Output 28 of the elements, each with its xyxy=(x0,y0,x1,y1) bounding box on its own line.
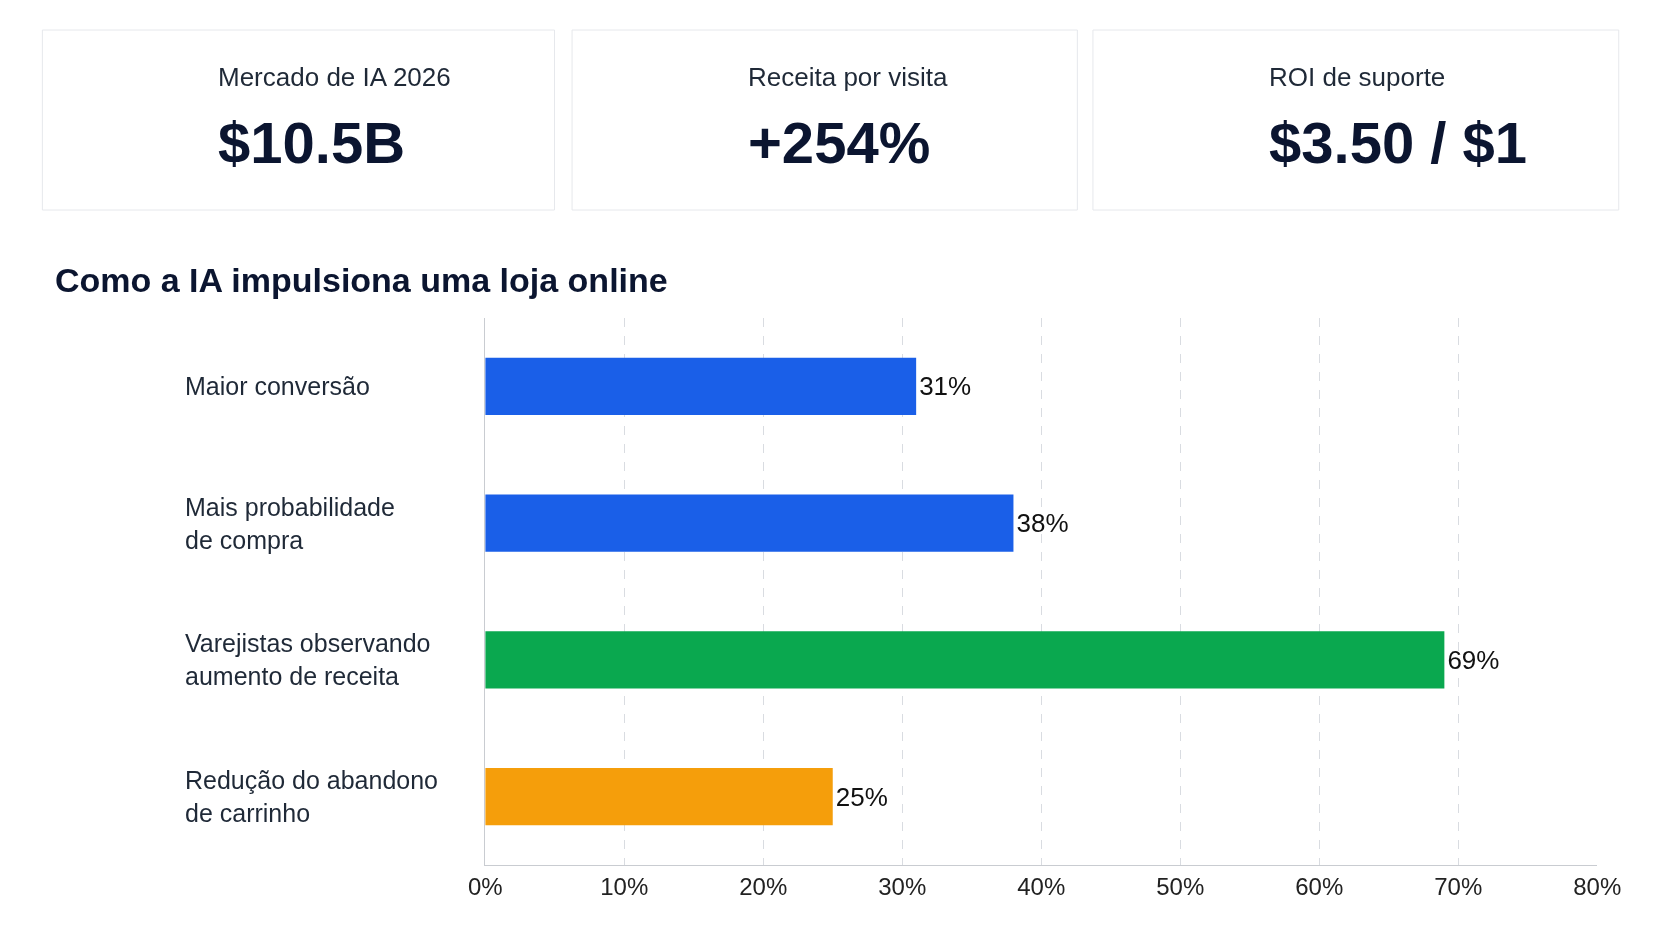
text: Mercado de IA 2026 xyxy=(218,62,451,92)
x-tick-label: 20% xyxy=(739,872,788,900)
text: $10.5B xyxy=(218,110,406,175)
bar xyxy=(485,631,1445,689)
bar xyxy=(485,357,917,416)
x-tick-label: 80% xyxy=(1573,872,1622,900)
chart-title: Como a IA impulsiona uma loja online xyxy=(55,261,668,299)
data-label: 25% xyxy=(835,781,888,812)
data-label: 69% xyxy=(1447,644,1500,675)
text: $3.50 / $1 xyxy=(1269,110,1527,175)
x-tick-label: 30% xyxy=(878,872,927,900)
y-tick-label: Redução do abandono de carrinho xyxy=(185,766,439,827)
y-tick-label: Varejistas observando aumento de receita xyxy=(185,629,431,690)
y-tick-label: Mais probabilidade de compra xyxy=(185,493,395,554)
x-tick-label: 0% xyxy=(467,872,503,900)
bar xyxy=(485,767,833,826)
x-tick-label: 40% xyxy=(1017,872,1066,900)
text: +254% xyxy=(748,110,931,175)
x-tick-label: 50% xyxy=(1156,872,1205,900)
bar xyxy=(485,494,1014,552)
x-tick-label: 60% xyxy=(1295,872,1344,900)
data-label: 31% xyxy=(919,371,972,402)
y-tick-label: Maior conversão xyxy=(185,372,370,400)
text: Receita por visita xyxy=(748,62,948,92)
text: ROI de suporte xyxy=(1269,62,1446,92)
x-tick-label: 10% xyxy=(600,872,649,900)
x-tick-label: 70% xyxy=(1434,872,1483,900)
data-label: 38% xyxy=(1016,508,1069,539)
